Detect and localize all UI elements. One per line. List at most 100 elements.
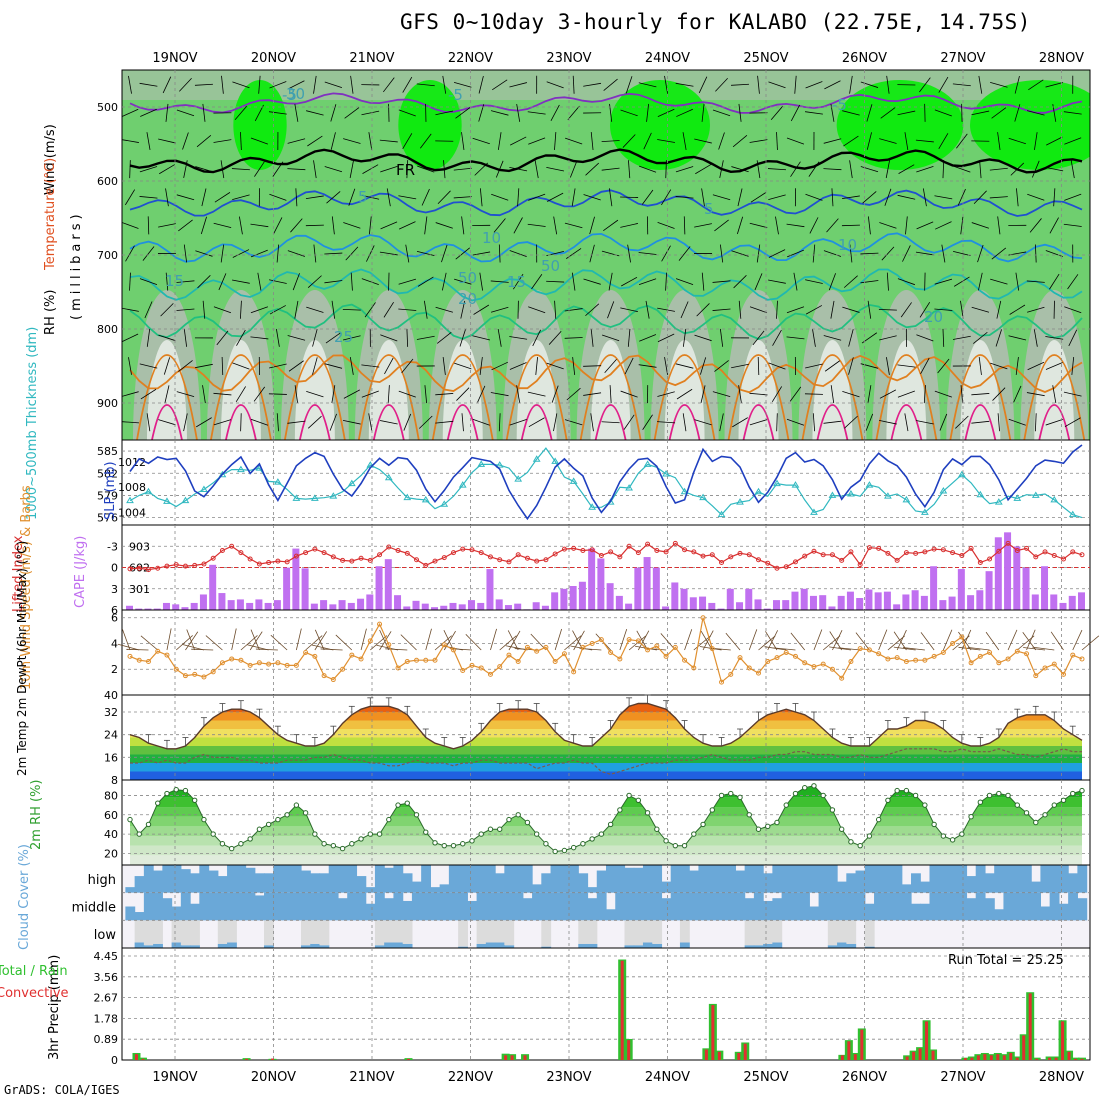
wind-barb (642, 414, 653, 430)
upper-air-legend: Wind (m/s) Temperature (°C) RH (%) (mill… (43, 124, 84, 335)
wind-barb (804, 111, 823, 115)
wind-barb (1034, 132, 1038, 150)
wind10m-marker (432, 657, 438, 663)
wind-barb (158, 223, 176, 228)
wind10m-marker (275, 660, 281, 666)
wind-barb (938, 76, 949, 93)
thickness-marker (1068, 510, 1077, 518)
cape-bar (745, 588, 753, 610)
date-axis-top: 19NOV 20NOV 21NOV 22NOV 23NOV 24NOV 25NOV 26NOV… (152, 51, 1084, 66)
upper-air-tick: 600 (97, 175, 118, 188)
lifted-index-marker (469, 547, 475, 553)
wind-barb (443, 160, 446, 179)
cloud-middle-bar (495, 892, 505, 921)
cape-bar (652, 567, 660, 610)
wind-barb (603, 219, 619, 231)
lifted-index-marker (386, 544, 392, 550)
wind-barb (1009, 304, 1026, 315)
precip-conv-bar (925, 1021, 929, 1060)
cloud-high-bar (966, 876, 977, 893)
date-label-bottom: 21NOV (349, 1070, 394, 1085)
cloud-middle-bar (365, 903, 376, 921)
wind10m-barb (644, 647, 667, 651)
rh-moist-area (610, 80, 710, 170)
cloud-middle-bar (291, 892, 302, 921)
wind10m-marker (367, 638, 373, 644)
wind10m-marker (266, 661, 272, 667)
cloud-middle-bar (134, 912, 145, 921)
wind-barb (517, 188, 520, 207)
date-label-top: 23NOV (546, 51, 591, 66)
wind10m-barb (1032, 646, 1055, 651)
lifted-index-marker (145, 567, 151, 573)
wind10m-barb (767, 630, 779, 651)
cloud-high-bar (938, 865, 949, 893)
wind-barb (935, 221, 952, 230)
rh-marker (275, 816, 281, 823)
wind-barb (424, 385, 428, 404)
wind-barb (786, 249, 804, 258)
wind-barb (276, 413, 279, 432)
wind-barb (1008, 335, 1027, 341)
wind-barb (417, 276, 434, 287)
rh-marker (460, 841, 466, 847)
lifted-index-marker (977, 560, 983, 566)
wind-barb (567, 105, 580, 121)
cloud-middle-bar (929, 892, 940, 921)
cape-bar (181, 607, 189, 610)
wind-barb (645, 300, 650, 319)
wind-barb (312, 329, 318, 347)
wind-barb (498, 413, 501, 432)
wind10m-barb (887, 635, 906, 651)
wind-barb (620, 196, 639, 198)
cloud-middle-bar (125, 906, 136, 921)
wind10m-barb (305, 635, 323, 651)
wind-barb (978, 272, 983, 291)
wind-barb (441, 272, 447, 291)
lifted-index-marker (635, 550, 641, 556)
wind-barb (786, 223, 805, 228)
wind-barb (694, 138, 712, 144)
cloud-low-bar (495, 942, 505, 948)
cloud-high-bar (818, 865, 829, 893)
thickness-marker (810, 508, 818, 515)
cape-bar (1013, 546, 1021, 610)
rh-band (130, 845, 1082, 856)
wind-barb (867, 216, 871, 235)
lifted-index-marker (192, 562, 198, 568)
hot-contour (151, 404, 183, 440)
wind-barb (361, 278, 379, 286)
wind10m-barb (205, 635, 223, 651)
wind-barb (144, 301, 153, 319)
rh-marker (1079, 787, 1085, 794)
cloud-middle-bar (337, 898, 348, 921)
wind-barb (509, 419, 527, 426)
wind10m-barb (838, 647, 861, 651)
rh-marker (561, 847, 568, 854)
cloud-low-gap (190, 920, 200, 946)
cloud-low-gap (679, 920, 690, 943)
thickness-marker (200, 485, 208, 493)
cape-bar (338, 600, 346, 610)
lifted-index-marker (182, 563, 188, 569)
wind-barb (461, 216, 465, 235)
lifted-index-marker (811, 548, 817, 554)
wind-barb (276, 244, 280, 263)
cloud-middle-bar (920, 903, 931, 921)
hot-contour (816, 404, 849, 440)
thickness-marker (495, 461, 504, 468)
cloud-middle-bar (153, 892, 163, 921)
cloud-low-gap (837, 920, 847, 943)
cape-bar (384, 559, 392, 610)
wind10m-marker (210, 669, 216, 675)
cloud-high-bar (199, 865, 210, 893)
cloud-high-bar (744, 865, 755, 893)
wind10m-barb (122, 629, 131, 651)
wind-barb (361, 110, 380, 116)
wind-barb (823, 420, 842, 424)
date-label-bottom: 23NOV (546, 1070, 591, 1085)
cloud-low-gap (300, 920, 311, 946)
cloud-high-bar (864, 865, 875, 893)
cape-bar (957, 569, 965, 610)
cloud-high-bar (180, 869, 191, 893)
